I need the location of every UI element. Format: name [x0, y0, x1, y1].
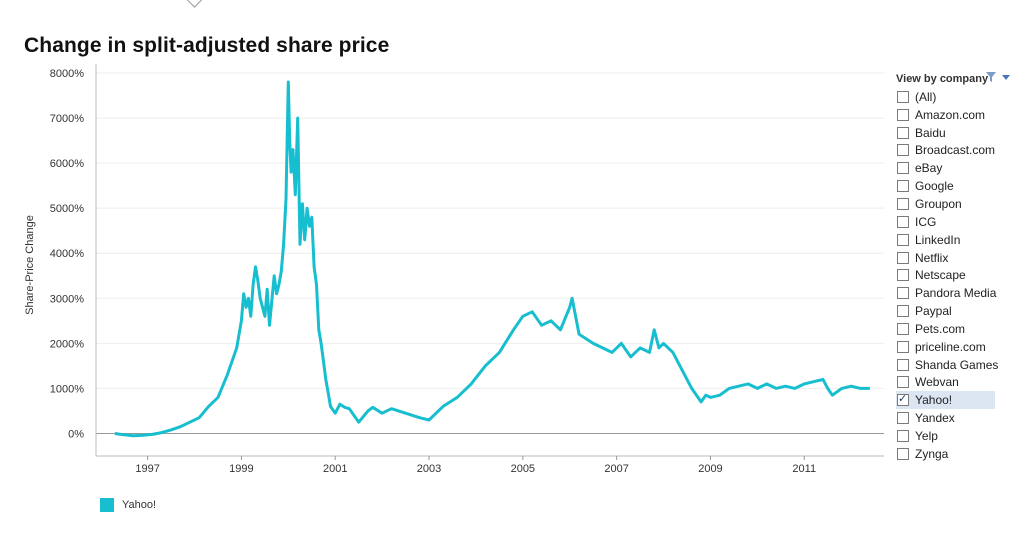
filter-item-label: Paypal — [915, 304, 952, 319]
y-tick-label: 3000% — [50, 293, 84, 305]
y-tick-label: 0% — [68, 428, 84, 440]
x-tick-label: 1999 — [229, 463, 253, 475]
filter-item-label: Yahoo! — [915, 393, 953, 408]
filter-controls[interactable] — [986, 72, 1010, 82]
checkbox[interactable] — [897, 429, 909, 442]
checkbox[interactable] — [897, 392, 909, 407]
gridlines — [96, 72, 884, 434]
filter-item[interactable]: eBay — [896, 159, 1016, 177]
filter-item-label: Pandora Media — [915, 286, 997, 301]
filter-item-label: Amazon.com — [915, 107, 986, 122]
filter-header: View by company — [896, 70, 1016, 88]
y-tick-label: 7000% — [50, 113, 84, 125]
filter-item-label: Netscape — [915, 268, 966, 283]
x-tick-label: 2005 — [511, 463, 535, 475]
checkbox[interactable] — [897, 215, 909, 228]
series-line-yahoo[interactable] — [114, 80, 870, 438]
checkbox[interactable] — [897, 233, 909, 246]
filter-item-label: Yandex — [915, 411, 955, 426]
checkbox[interactable] — [897, 162, 909, 175]
filter-item-label: Pets.com — [915, 321, 966, 336]
x-tick-label: 2003 — [417, 463, 441, 475]
filter-item[interactable]: Baidu — [896, 124, 1016, 142]
checkbox[interactable] — [897, 144, 909, 157]
checkbox[interactable] — [897, 197, 909, 210]
filter-item-label: Shanda Games — [915, 357, 999, 372]
checkbox[interactable] — [897, 340, 909, 353]
x-tick-label: 2001 — [323, 463, 347, 475]
y-tick-labels: 0% 1000% 2000% 3000% 4000% 5000% 6000% 7000% 800… — [50, 68, 84, 440]
checkbox[interactable] — [897, 108, 909, 121]
legend-label-yahoo: Yahoo! — [122, 499, 157, 511]
filter-item[interactable]: Google — [896, 177, 1016, 195]
filter-item[interactable]: Pandora Media — [896, 284, 1016, 302]
checkbox[interactable] — [897, 180, 909, 193]
filter-item-label: LinkedIn — [915, 232, 961, 247]
filter-title: View by company — [896, 73, 989, 85]
y-tick-label: 1000% — [50, 383, 84, 395]
filter-item[interactable]: Webvan — [896, 374, 1016, 392]
filter-item-label: Broadcast.com — [915, 143, 996, 158]
y-tick-label: 2000% — [50, 338, 84, 350]
x-tick-labels: 1997 1999 2001 2003 2005 2007 2009 2011 — [135, 463, 816, 475]
x-tick-label: 1997 — [135, 463, 159, 475]
filter-item-label: ICG — [915, 214, 937, 229]
legend-swatch-yahoo — [100, 498, 114, 512]
legend: Yahoo! — [100, 498, 156, 512]
filter-item[interactable]: Groupon — [896, 195, 1016, 213]
checkbox[interactable] — [897, 126, 909, 139]
axes — [95, 64, 884, 460]
filter-item-label: Baidu — [915, 125, 946, 140]
filter-item[interactable]: Netflix — [896, 249, 1016, 267]
filter-item[interactable]: Yahoo! — [896, 391, 995, 410]
y-tick-label: 5000% — [50, 203, 84, 215]
filter-item[interactable]: Netscape — [896, 266, 1016, 284]
filter-item-label: eBay — [915, 161, 943, 176]
x-tick-label: 2011 — [792, 463, 816, 475]
filter-item[interactable]: Yandex — [896, 409, 1016, 427]
filter-item[interactable]: Shanda Games — [896, 356, 1016, 374]
checkbox[interactable] — [897, 412, 909, 425]
filter-item[interactable]: Zynga — [896, 445, 1016, 463]
filter-item[interactable]: priceline.com — [896, 338, 1016, 356]
chart-title: Change in split-adjusted share price — [24, 34, 390, 57]
checkbox[interactable] — [897, 305, 909, 318]
x-tick-label: 2007 — [604, 463, 628, 475]
filter-item[interactable]: Pets.com — [896, 320, 1016, 338]
y-tick-label: 8000% — [50, 68, 84, 80]
filter-item-label: Webvan — [915, 375, 959, 390]
company-filter[interactable]: View by company (All) Amazon.com Baidu Broa… — [896, 70, 1016, 463]
checkbox[interactable] — [897, 322, 909, 335]
filter-item-label: Zynga — [915, 446, 949, 461]
filter-item-label: Yelp — [915, 428, 938, 443]
filter-item[interactable]: (All) — [896, 88, 1016, 106]
checkbox[interactable] — [897, 447, 909, 460]
y-tick-label: 4000% — [50, 248, 84, 260]
filter-item-label: Netflix — [915, 250, 949, 265]
filter-item-label: Groupon — [915, 196, 962, 211]
filter-item[interactable]: Broadcast.com — [896, 142, 1016, 160]
filter-item[interactable]: LinkedIn — [896, 231, 1016, 249]
y-axis-label: Share-Price Change — [24, 215, 36, 315]
filter-item-label: (All) — [915, 89, 937, 104]
filter-item-label: priceline.com — [915, 339, 986, 354]
filter-item[interactable]: Amazon.com — [896, 106, 1016, 124]
y-tick-label: 6000% — [50, 158, 84, 170]
checkbox[interactable] — [897, 376, 909, 389]
checkbox[interactable] — [897, 287, 909, 300]
x-tick-label: 2009 — [698, 463, 722, 475]
filter-item[interactable]: Yelp — [896, 427, 1016, 445]
checkbox[interactable] — [897, 90, 909, 103]
checkbox[interactable] — [897, 251, 909, 264]
checkbox[interactable] — [897, 269, 909, 282]
chevron-down-icon[interactable] — [1002, 74, 1010, 80]
funnel-icon[interactable] — [986, 72, 996, 82]
series-group — [114, 80, 870, 438]
filter-item-label: Google — [915, 179, 954, 194]
filter-list: (All) Amazon.com Baidu Broadcast.com eBay Goo… — [896, 88, 1016, 463]
filter-item[interactable]: Paypal — [896, 302, 1016, 320]
checkbox[interactable] — [897, 358, 909, 371]
filter-item[interactable]: ICG — [896, 213, 1016, 231]
